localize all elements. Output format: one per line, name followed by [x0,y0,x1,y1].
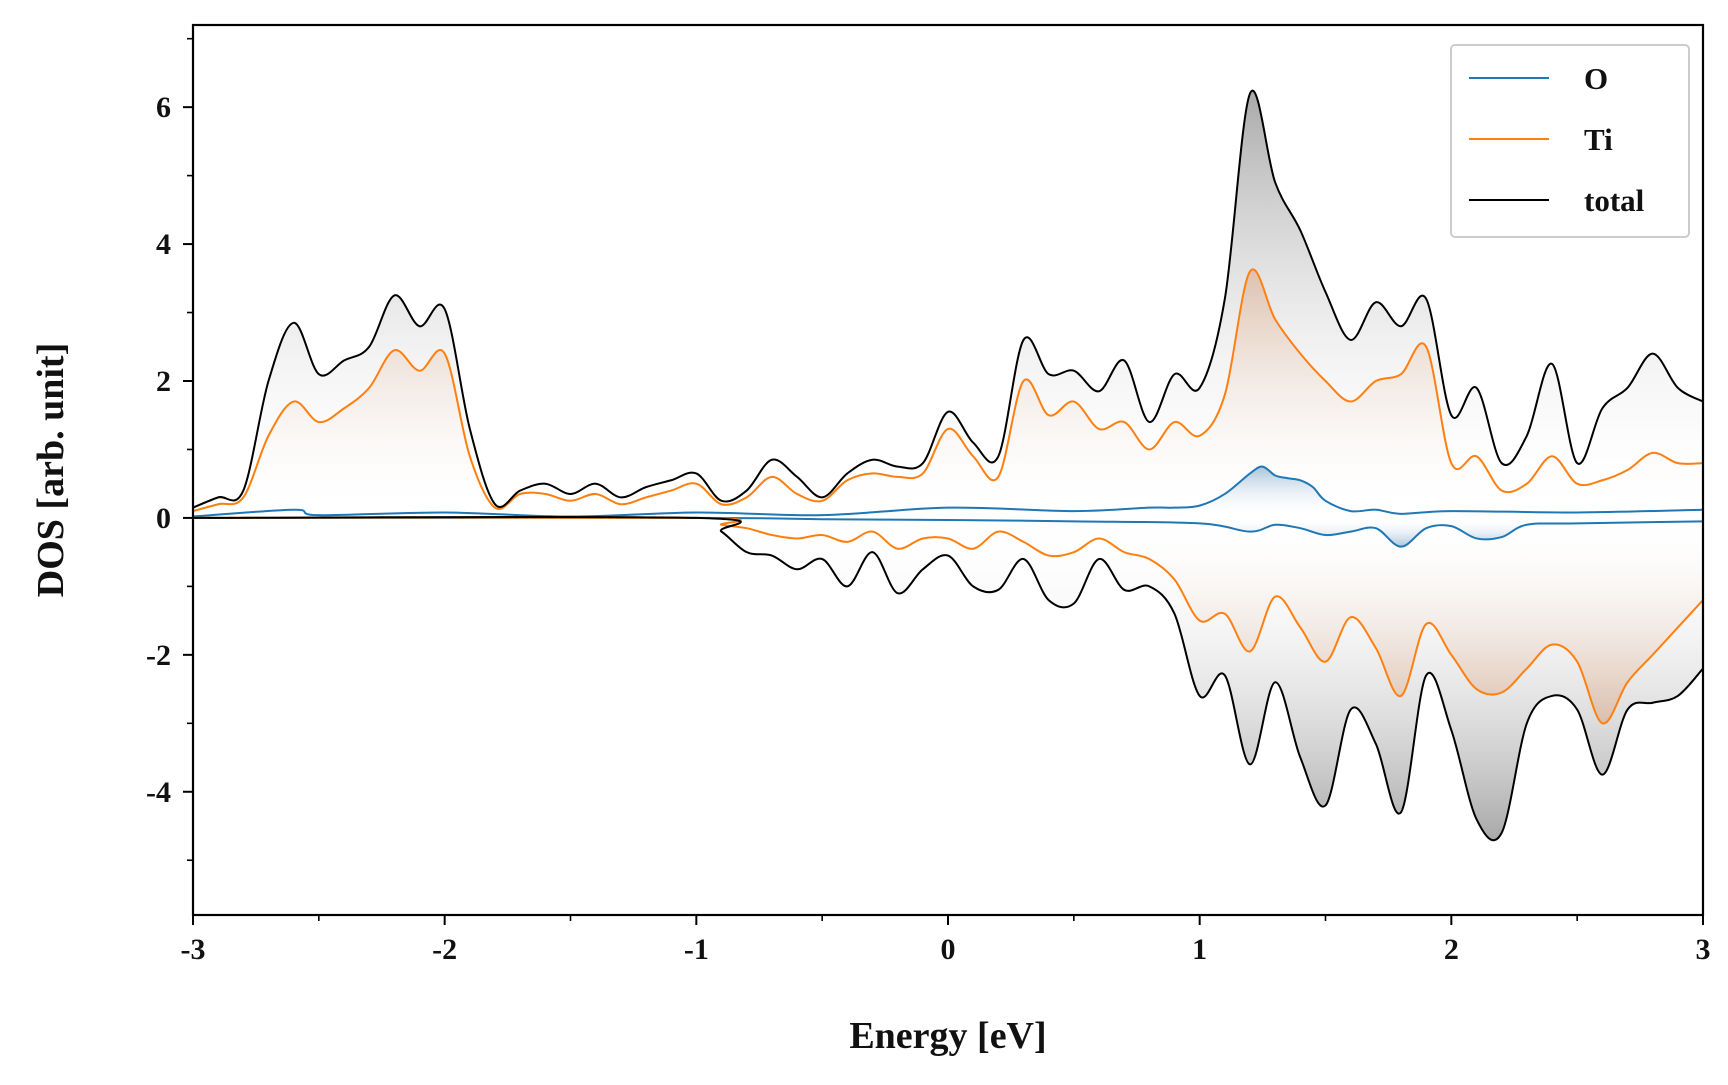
series-o-down-line [193,516,1703,548]
x-tick-label: 1 [1192,933,1207,966]
x-tick-label: -1 [684,933,709,966]
lines-layer [193,89,1703,842]
fill-ti-down [193,517,1703,724]
y-tick-label: 6 [156,91,171,124]
series-ti-down-line [193,516,1703,725]
legend-label-total: total [1584,183,1645,218]
fill-ti-up [193,269,1703,518]
x-tick-label: 3 [1696,933,1711,966]
y-tick-label: -2 [146,639,171,672]
x-tick-label: 0 [941,933,956,966]
x-tick-label: -3 [181,933,206,966]
series-total-up-line [193,89,1703,509]
legend: O Ti total [1450,44,1690,238]
fill-o-up [193,466,1703,518]
series-o-up-line [193,465,1703,518]
legend-label-o: O [1584,61,1608,96]
x-tick-label: -2 [432,933,457,966]
y-axis-label: DOS [arb. unit] [30,343,72,597]
y-tick-label: 4 [156,228,171,261]
y-tick-label: -4 [146,776,171,809]
x-axis-label: Energy [eV] [849,1015,1046,1057]
y-tick-label: 0 [156,502,171,535]
legend-box [1450,44,1690,238]
fills-layer [193,90,1703,841]
y-tick-label: 2 [156,365,171,398]
x-tick-label: 2 [1444,933,1459,966]
series-ti-up-line [193,268,1703,513]
fill-o-down [193,517,1703,547]
series-total-down-line [193,515,1703,842]
legend-label-ti: Ti [1584,122,1613,157]
axes-layer: -3 -2 -1 0 1 2 3 -4 -2 0 2 4 6 Energy [eV] DOS [arb. u… [30,23,1711,1057]
